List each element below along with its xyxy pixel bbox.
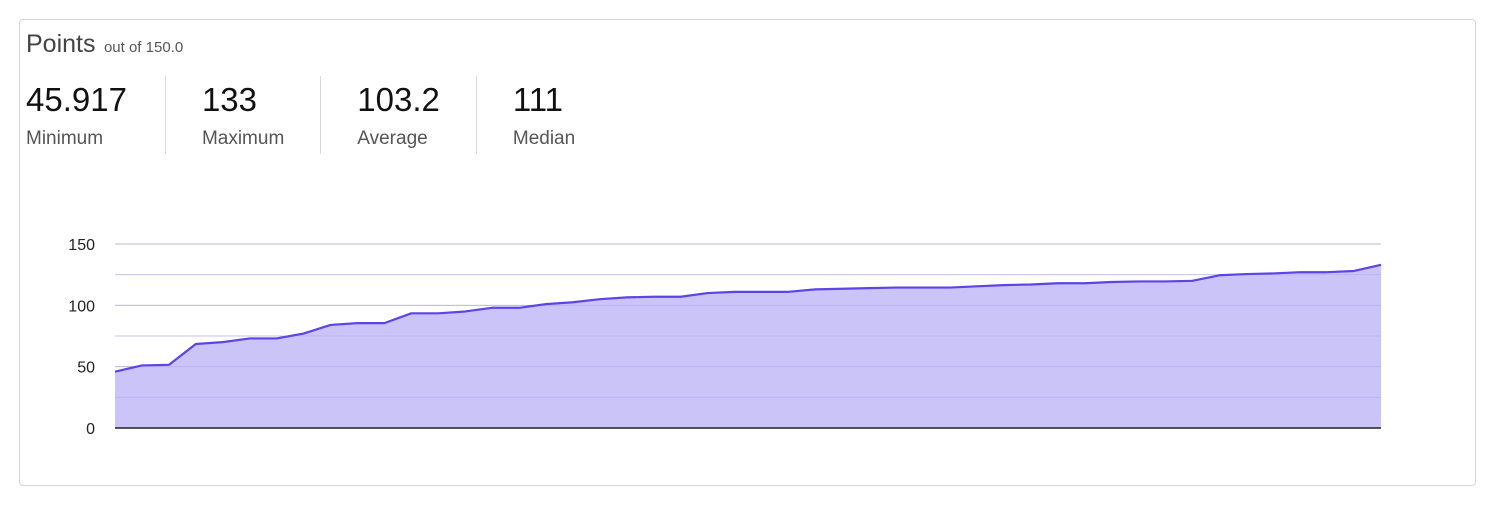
y-tick-label: 100 <box>68 298 95 315</box>
points-title: Points <box>26 30 96 58</box>
stat-average: 103.2 Average <box>320 76 476 154</box>
stat-minimum-value: 45.917 <box>26 81 127 118</box>
stat-maximum-value: 133 <box>201 81 257 118</box>
y-tick-label: 150 <box>68 237 95 254</box>
stat-median-label: Median <box>512 128 576 149</box>
series-line <box>114 263 1382 373</box>
y-tick-label: 0 <box>86 421 95 438</box>
stat-average-label: Average <box>357 128 428 149</box>
stat-average-value: 103.2 <box>357 81 440 118</box>
stat-maximum: 133 Maximum <box>164 76 320 154</box>
area-fill <box>115 264 1381 428</box>
stat-median: 111 Median <box>475 76 611 154</box>
stat-median-value: 111 <box>512 81 564 118</box>
stats-row: 45.917 Minimum 133 Maximum 103.2 Average… <box>26 76 611 156</box>
stat-minimum-label: Minimum <box>26 128 104 149</box>
y-tick-label: 50 <box>77 360 95 377</box>
stat-maximum-label: Maximum <box>201 128 285 149</box>
points-header: Points out of 150.0 <box>26 30 183 59</box>
stat-minimum: 45.917 Minimum <box>26 76 165 154</box>
points-subtitle: out of 150.0 <box>103 39 184 56</box>
